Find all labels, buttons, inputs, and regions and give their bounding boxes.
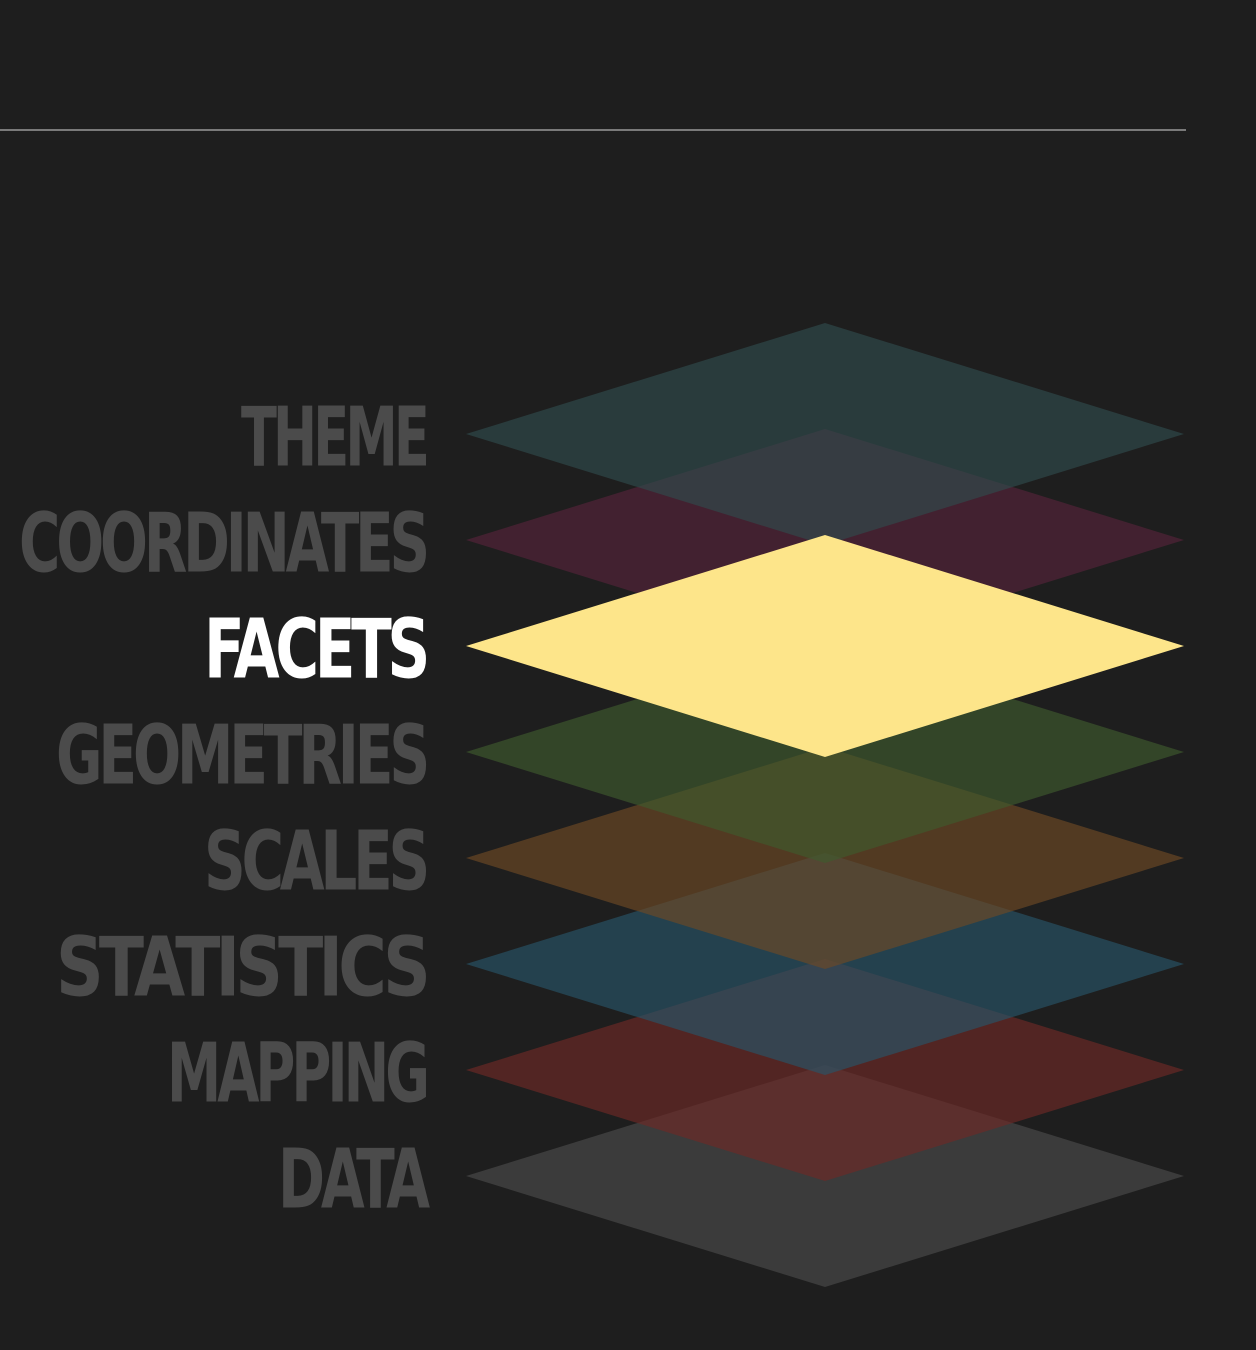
top-divider [0,129,1186,131]
layer-label-geometries: GEOMETRIES [56,709,427,804]
layer-label-scales: SCALES [204,815,427,910]
layer-label-facets: FACETS [204,603,427,698]
layer-plane-theme [466,323,1184,545]
layer-label-mapping: MAPPING [167,1027,426,1122]
layer-label-theme: THEME [241,391,427,486]
layer-label-coordinates: COORDINATES [19,497,427,592]
layer-plane-facets [466,535,1184,757]
layer-label-statistics: STATISTICS [56,921,427,1016]
layer-label-data: DATA [278,1133,431,1228]
